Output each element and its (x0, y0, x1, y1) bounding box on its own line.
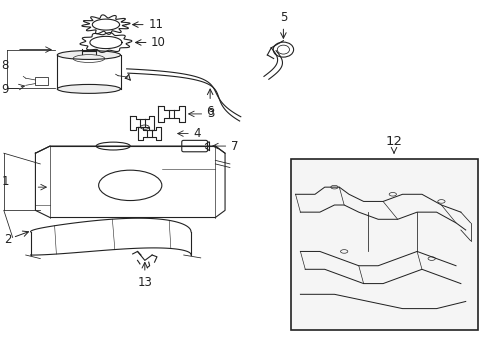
Text: 13: 13 (137, 276, 152, 289)
Bar (290, 158, 477, 330)
Text: 1: 1 (1, 175, 9, 188)
Text: 6: 6 (206, 105, 213, 118)
Text: 4: 4 (193, 127, 201, 140)
Bar (35, 77, 47, 85)
Text: 8: 8 (1, 59, 9, 72)
Text: 9: 9 (1, 84, 9, 96)
Text: 3: 3 (206, 107, 214, 120)
Text: 5: 5 (279, 11, 286, 24)
Ellipse shape (57, 50, 120, 59)
Text: 2: 2 (4, 233, 11, 246)
Ellipse shape (57, 85, 120, 93)
Text: 10: 10 (151, 36, 166, 49)
Text: 7: 7 (230, 140, 238, 153)
Text: 12: 12 (385, 135, 402, 148)
Text: 11: 11 (148, 18, 163, 31)
